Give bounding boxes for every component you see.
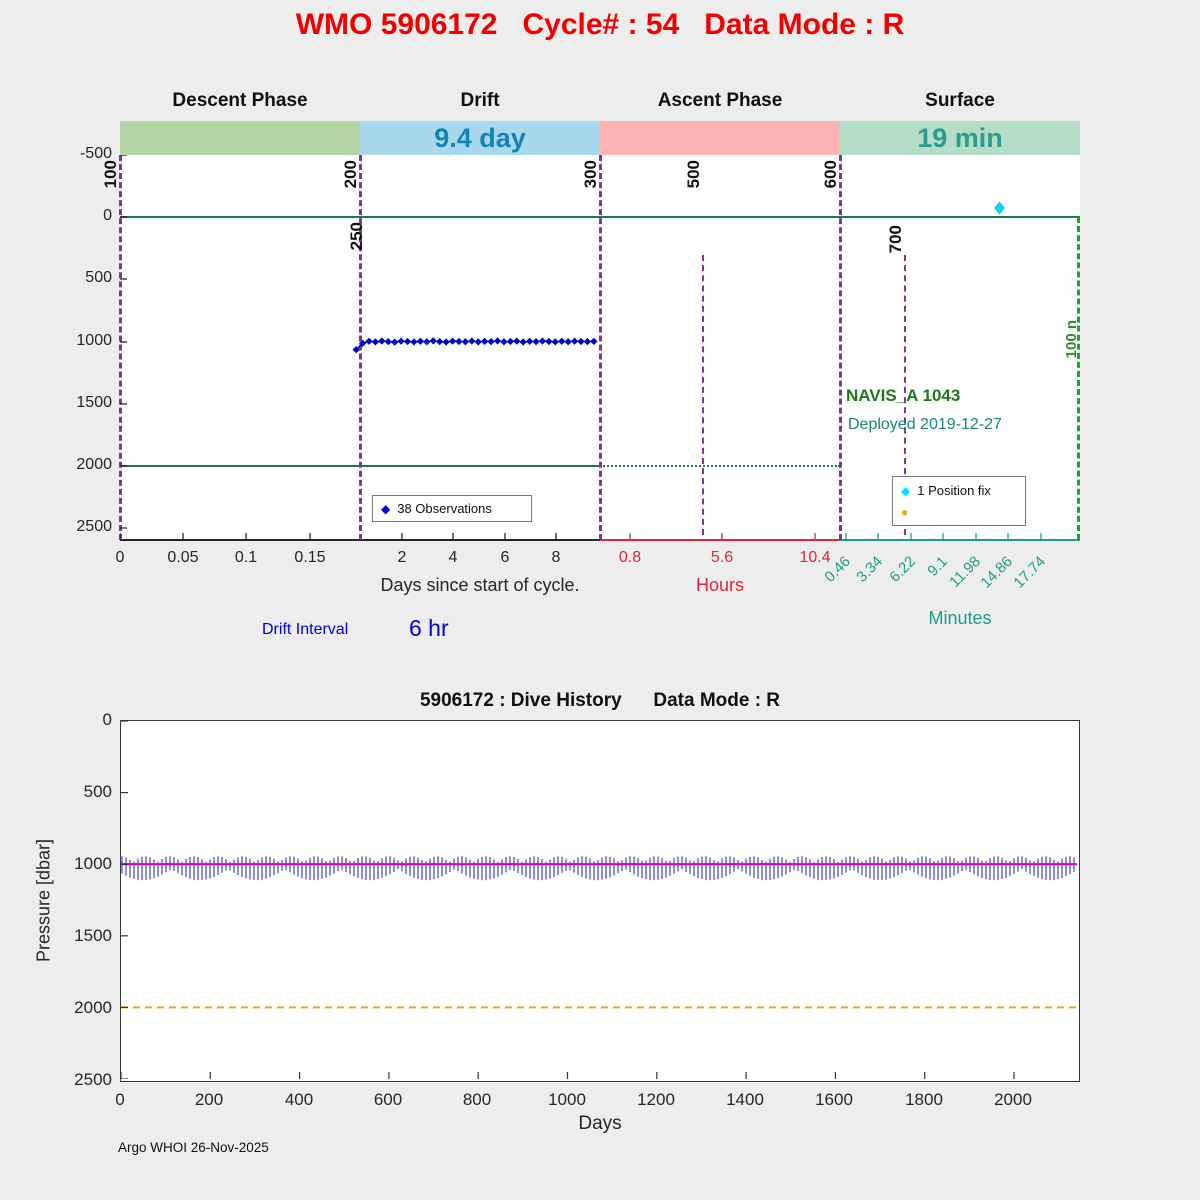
vline-200 (359, 155, 362, 540)
tick-label: 600 (373, 1090, 403, 1109)
dive-history-title: 5906172 : Dive History Data Mode : R (419, 690, 781, 711)
phase-label-ascent: Ascent Phase (657, 90, 783, 111)
tick-label: 400 (284, 1090, 314, 1109)
dive-history-plot-area (120, 720, 1080, 1082)
tick-label: 200 (194, 1090, 224, 1109)
band-drift: 9.4 day (360, 121, 600, 155)
footer-credit: Argo WHOI 26-Nov-2025 (118, 1140, 269, 1155)
hours-axis-spine (600, 539, 840, 541)
tick-label: 2000 (74, 998, 112, 1017)
tick-label: 1000 (548, 1090, 586, 1109)
hours-axis-label: Hours (695, 575, 744, 595)
days-bottom-axis-label: Days (578, 1113, 622, 1134)
tick-label: 1500 (74, 926, 112, 945)
vline-600 (839, 155, 842, 540)
phase-label-descent: Descent Phase (172, 90, 308, 111)
tick-label: 2000 (76, 456, 112, 473)
tick-label: 1800 (905, 1090, 943, 1109)
tick-label: 0 (102, 710, 112, 729)
tick-label: 2500 (74, 1070, 112, 1089)
tick-label: 0 (115, 549, 125, 566)
tick-label: 2500 (76, 518, 112, 535)
observations-legend-label: 38 Observations (397, 501, 492, 516)
tick-label: 0.1 (234, 549, 258, 566)
minutes-axis-label: Minutes (928, 608, 992, 628)
tick-label: 800 (462, 1090, 492, 1109)
orange-dot-icon: ● (901, 504, 909, 519)
tick-label: 0 (103, 207, 112, 224)
observations-legend: ◆ 38 Observations (372, 495, 532, 522)
tick-label: 0 (115, 1090, 125, 1109)
tick-label: 500 (83, 782, 112, 801)
tick-label: 500 (85, 269, 112, 286)
phase-label-drift: Drift (460, 90, 500, 111)
phase-label-surface: Surface (925, 90, 995, 111)
vline-500 (702, 255, 704, 535)
drift-duration-text: 9.4 day (434, 122, 526, 153)
band-surface: 19 min (840, 121, 1080, 155)
tick-label: 1500 (76, 394, 112, 411)
band-descent (120, 121, 360, 155)
days-axis-label: Days since start of cycle. (380, 575, 580, 595)
tick-label: 1000 (74, 854, 112, 873)
deployed-date-text: Deployed 2019-12-27 (848, 416, 1002, 433)
vline-100 (119, 155, 122, 540)
tick-label: 1200 (637, 1090, 675, 1109)
tick-label: 0.05 (167, 549, 199, 566)
tick-label: 1000 (76, 332, 112, 349)
cycle-observations-plot (120, 155, 1042, 540)
position-fix-legend: ◆ 1 Position fix ● (892, 476, 1026, 526)
tick-label: 4 (448, 549, 458, 566)
vline-700 (904, 255, 906, 535)
vline-label-100: 100 (101, 160, 120, 189)
tick-label: 0.8 (618, 549, 642, 566)
pressure-axis-label: Pressure [dbar] (33, 838, 54, 963)
position-fix-diamond-icon: ◆ (901, 483, 911, 498)
tick-label: 2 (397, 549, 407, 566)
tick-label: 2000 (994, 1090, 1032, 1109)
position-fix-legend-label: 1 Position fix (917, 483, 991, 498)
days-axis-spine (120, 539, 600, 541)
band-ascent (600, 121, 840, 155)
tick-label: 5.6 (710, 549, 734, 566)
tick-label: 6 (500, 549, 510, 566)
tick-label: 1600 (815, 1090, 853, 1109)
surface-duration-text: 19 min (917, 122, 1003, 153)
tick-label: 8 (551, 549, 561, 566)
page-title: WMO 5906172 Cycle# : 54 Data Mode : R (295, 8, 905, 41)
drift-interval-label: Drift Interval (262, 621, 349, 638)
tick-label: 0.15 (294, 549, 326, 566)
tick-label: -500 (79, 145, 112, 162)
float-name-text: NAVIS_A 1043 (846, 386, 961, 405)
vline-right-green (1077, 217, 1080, 540)
drift-interval-value: 6 hr (409, 615, 449, 641)
diamond-marker-icon: ◆ (381, 501, 391, 516)
minutes-axis-spine (840, 539, 1080, 541)
dive-history-plot (121, 721, 1077, 1079)
park-2000-line-dotted (600, 465, 840, 467)
tick-label: 1400 (726, 1090, 764, 1109)
tick-label: 10.4 (799, 549, 831, 566)
vline-300 (599, 155, 602, 540)
